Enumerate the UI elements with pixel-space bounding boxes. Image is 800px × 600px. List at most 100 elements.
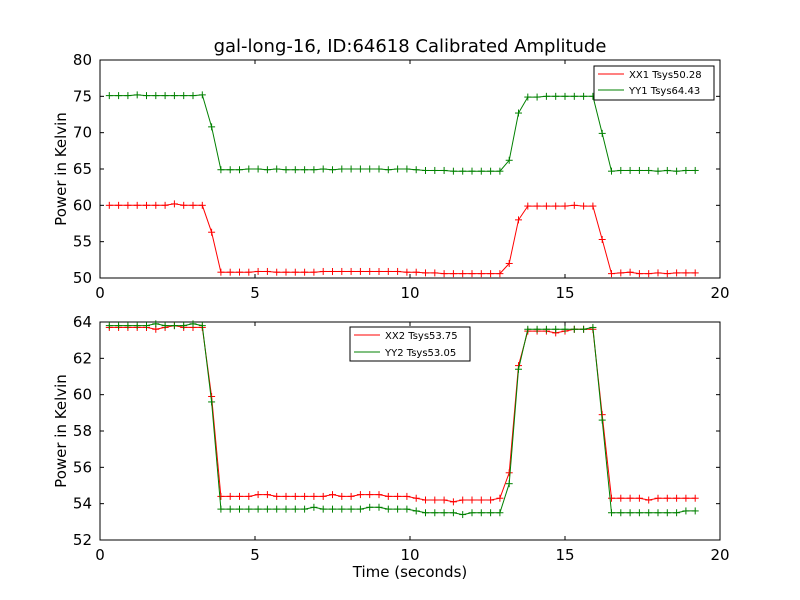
bottom-series-1-point [143,322,150,330]
bottom-series-1-point [449,509,457,517]
bottom-series-0-point [226,492,234,500]
bottom-series-1-point [347,505,355,513]
bottom-series-0-point [217,492,225,500]
top-ticks: 0 5 10 15 20 50 55 60 65 70 75 80 [73,51,730,302]
bottom-x-tick-label: 20 [710,546,729,564]
top-series-1-point [459,167,467,175]
bottom-series-0-point [263,491,271,499]
top-series-0-point [105,201,113,209]
top-series-0-point [115,201,123,209]
top-series-0-point [589,202,597,210]
top-series-1-point [412,166,420,174]
bottom-series-1-point [152,320,160,328]
bottom-series-0-point [682,494,690,502]
bottom-series-1-point [310,503,318,511]
bottom-series-1-point [552,325,560,333]
bottom-series-0-point [403,492,411,500]
top-series-1-point [645,166,653,174]
top-series-0-point [682,269,690,277]
bottom-series-0-point [338,492,346,500]
top-series-0-point [608,270,615,278]
top-legend-label-xx1: XX1 Tsys50.28 [629,70,702,81]
top-series-1-point [477,167,485,175]
bottom-series-1-point [301,505,309,513]
bottom-series-0-point [626,494,634,502]
top-series-0-point [626,268,634,276]
bottom-series-1-point [440,509,448,517]
bottom-series-1-point [263,505,271,513]
top-series-0-point [412,268,420,276]
top-series-0-point [143,201,150,209]
top-series-1-point [487,167,495,175]
bottom-series-1-point [198,322,206,330]
top-series-0-point [263,267,271,275]
top-y-tick-label: 65 [73,160,92,178]
top-series-1-point [431,166,439,174]
bottom-series-1-point [561,325,569,333]
bottom-y-tick-label: 52 [73,531,92,549]
top-series-0-point [170,200,178,208]
top-series-1-point [301,166,309,174]
bottom-series-0-point [384,492,392,500]
top-series-0-point [645,270,653,278]
bottom-series-0-point [608,494,615,502]
bottom-legend-label-yy2: YY2 Tsys53.05 [384,348,456,359]
bottom-series-1-point [431,509,439,517]
top-series-1-point [468,167,476,175]
bottom-series-0-point [347,492,355,500]
bottom-y-tick-label: 56 [73,458,92,476]
top-series-0-point [310,268,318,276]
top-series-0-point [654,269,662,277]
top-x-tick-label: 20 [710,284,729,302]
bottom-series-1-point [477,509,485,517]
bottom-series-1-point [617,509,625,517]
bottom-series-1-point [180,322,188,330]
bottom-series-0-point [487,496,495,504]
top-series-0-point [133,201,141,209]
bottom-x-tick-label: 0 [95,546,105,564]
top-y-tick-label: 55 [73,233,92,251]
top-series-0-point [617,269,625,277]
bottom-series-1-point [254,505,262,513]
top-series-1-point [208,123,216,131]
bottom-series-0-point [645,496,653,504]
top-series-1-point [608,167,615,175]
top-series-0-point [236,268,243,276]
top-legend-label-yy1: YY1 Tsys64.43 [628,86,700,97]
top-series-1-point [384,166,392,174]
top-series-1-point [254,165,262,173]
bottom-series-0-point [505,469,513,477]
top-series-0-point [356,267,364,275]
top-series-0-point [580,202,588,210]
top-series-1-point [617,166,625,174]
bottom-series-1-point [626,509,634,517]
bottom-series-1-point [645,509,653,517]
bottom-series-1-point [384,505,392,513]
top-series-0-point [440,270,448,278]
top-series-0-point [245,268,253,276]
top-series-0-point [329,267,336,275]
bottom-series-1-point [291,505,299,513]
top-series-1-point [263,166,271,174]
top-series-0-point [552,202,560,210]
bottom-series-0-point [310,492,318,500]
bottom-series [105,320,699,519]
top-series-1-point [598,129,606,137]
bottom-series-1-point [412,507,420,515]
top-series-0-point [422,269,429,277]
top-x-tick-label: 0 [95,284,105,302]
bottom-series-1-point [403,505,411,513]
top-y-tick-label: 60 [73,196,92,214]
top-series-0-point [217,268,225,276]
bottom-series-1-point [208,398,216,406]
bottom-series-1-point [366,503,374,511]
bottom-series-1-point [608,509,615,517]
bottom-series-0-point [477,496,485,504]
bottom-series-1-point [217,505,225,513]
bottom-series-1-point [673,509,681,517]
top-series-0-point [663,270,671,278]
bottom-series-0-point [691,494,699,502]
top-series-line-0 [109,203,696,275]
top-series-0-point [347,267,355,275]
top-series-0-point [208,228,216,236]
